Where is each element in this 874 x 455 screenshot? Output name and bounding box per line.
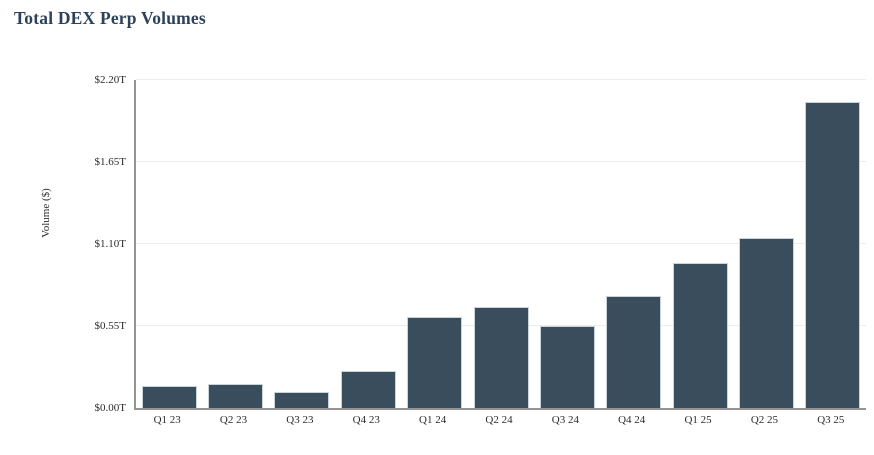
gridline — [136, 79, 866, 80]
y-tick-label: $0.55T — [94, 320, 126, 332]
bar-q2-25[interactable] — [738, 238, 794, 408]
chart-title: Total DEX Perp Volumes — [14, 8, 206, 28]
bar-q1-23[interactable] — [141, 385, 197, 408]
x-tick-label: Q3 23 — [286, 414, 314, 426]
bar-q4-24[interactable] — [606, 296, 662, 408]
y-tick-label: $0.00T — [94, 402, 126, 414]
bar-q3-23[interactable] — [274, 391, 330, 408]
x-tick-label: Q2 25 — [750, 414, 779, 426]
bar-q2-23[interactable] — [208, 384, 264, 408]
y-axis-label: Volume ($) — [40, 188, 52, 238]
x-tick-label: Q3 25 — [817, 414, 845, 426]
x-tick-label: Q2 24 — [485, 414, 513, 426]
bar-q1-25[interactable] — [672, 263, 728, 408]
bar-q2-24[interactable] — [473, 306, 529, 408]
x-tick-label: Q1 23 — [153, 414, 181, 426]
x-tick-label: Q2 23 — [219, 414, 248, 426]
x-tick-label: Q4 23 — [352, 414, 380, 426]
x-tick-label: Q4 24 — [618, 414, 646, 426]
y-tick-label: $2.20T — [94, 74, 126, 86]
plot-area — [134, 79, 866, 410]
x-tick-label: Q3 24 — [551, 414, 579, 426]
gridline — [136, 161, 866, 162]
x-tick-label: Q1 24 — [419, 414, 447, 426]
y-tick-label: $1.65T — [94, 156, 126, 168]
x-tick-label: Q1 25 — [684, 414, 712, 426]
y-tick-label: $1.10T — [94, 238, 126, 250]
bar-q4-23[interactable] — [340, 370, 396, 408]
bar-q3-24[interactable] — [539, 326, 595, 408]
gridline — [136, 243, 866, 244]
bar-q3-25[interactable] — [805, 102, 861, 408]
bar-q1-24[interactable] — [407, 317, 463, 408]
